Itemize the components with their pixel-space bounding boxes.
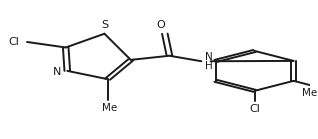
Text: Me: Me	[302, 88, 317, 98]
Text: O: O	[157, 20, 165, 30]
Text: N
H: N H	[205, 52, 213, 71]
Text: Cl: Cl	[8, 37, 19, 47]
Text: Cl: Cl	[249, 104, 260, 114]
Text: Me: Me	[102, 103, 118, 113]
Text: N: N	[53, 67, 61, 77]
Text: S: S	[101, 20, 108, 30]
